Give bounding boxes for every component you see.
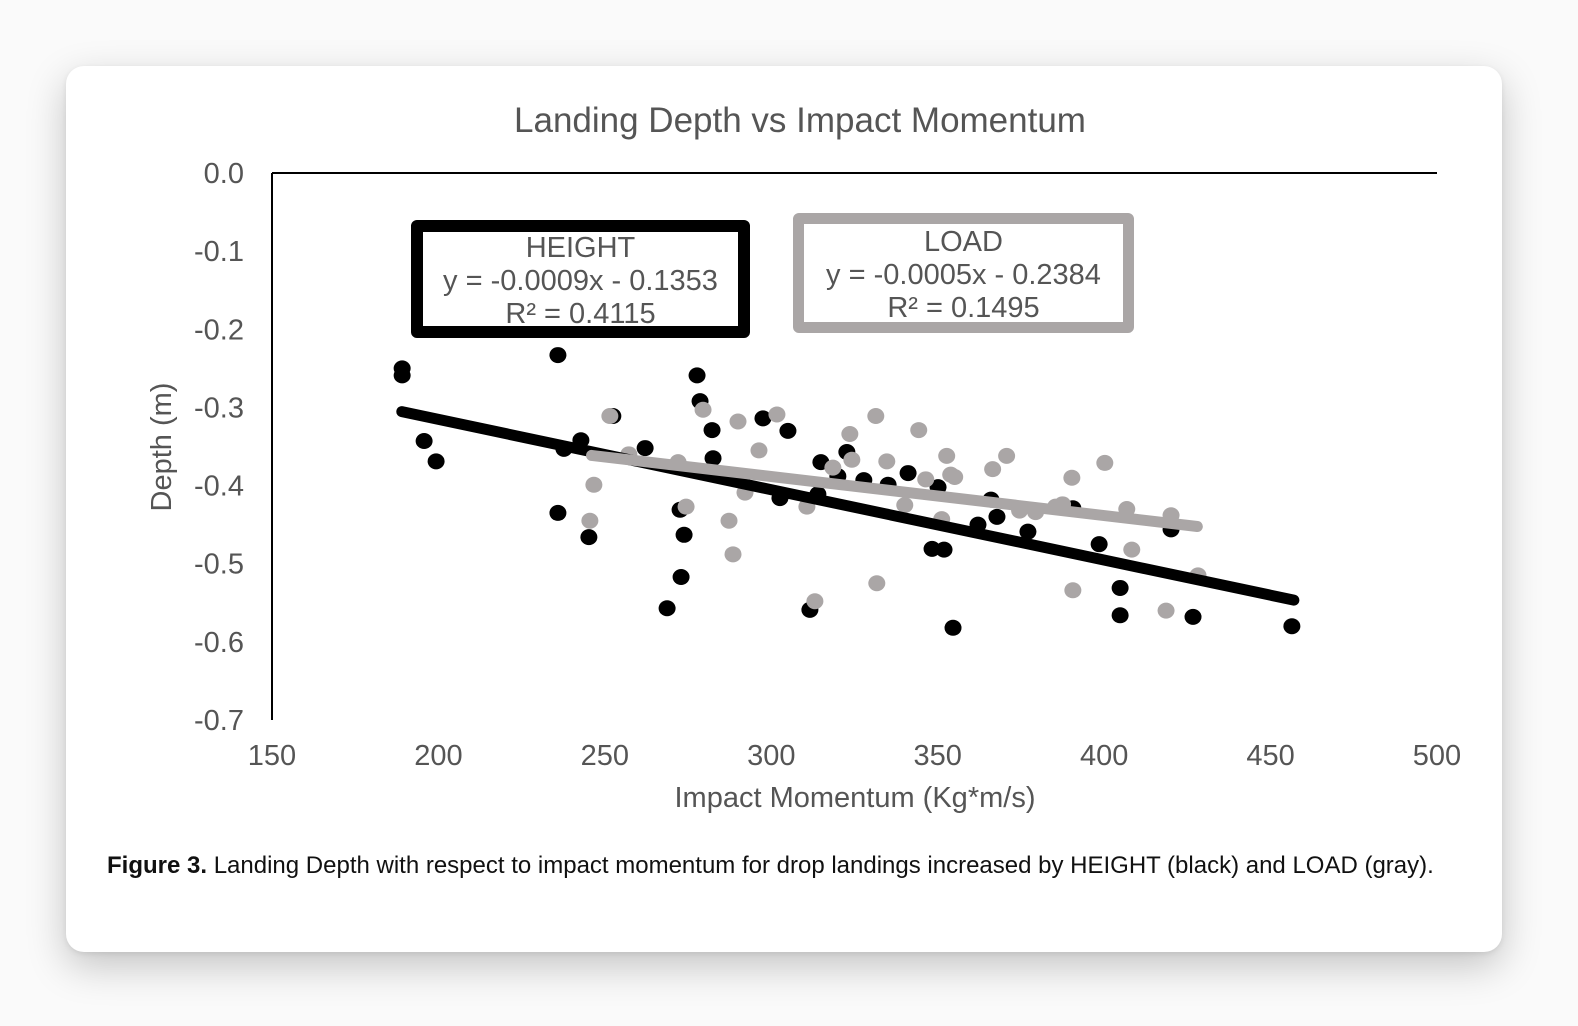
height-data-point	[1111, 579, 1129, 596]
load-trendline	[586, 449, 1203, 533]
height-data-point	[704, 450, 722, 467]
height-data-point	[899, 465, 917, 482]
x-tick-label: 450	[1246, 740, 1294, 772]
load-data-point	[998, 447, 1016, 464]
height-trendline	[396, 406, 1300, 606]
axes	[271, 172, 1437, 720]
height-data-point	[415, 433, 433, 450]
load-data-point	[677, 498, 695, 515]
height-data-point	[1184, 608, 1202, 625]
y-tick-label: -0.2	[194, 314, 244, 346]
height-data-point	[580, 529, 598, 546]
chart-title: Landing Depth vs Impact Momentum	[514, 101, 1086, 140]
load-r2: R² = 0.1495	[887, 292, 1040, 324]
y-tick-labels: 0.0 -0.1 -0.2 -0.3 -0.4 -0.5 -0.6 -0.7	[194, 158, 244, 737]
load-data-point	[841, 425, 859, 442]
load-data-point	[806, 593, 824, 610]
load-data-point	[896, 497, 914, 514]
x-tick-label: 500	[1413, 740, 1461, 772]
y-tick-label: -0.3	[194, 392, 244, 424]
height-data-point	[427, 453, 445, 470]
y-axis-label: Depth (m)	[146, 383, 178, 512]
x-tick-label: 400	[1080, 740, 1128, 772]
load-data-point	[768, 406, 786, 423]
y-tick-label: -0.5	[194, 549, 244, 581]
height-data-point	[675, 526, 693, 543]
load-data-point	[729, 413, 747, 430]
load-data-point	[1063, 469, 1081, 486]
height-data-point	[1283, 618, 1301, 635]
load-data-point	[946, 468, 964, 485]
load-data-point	[867, 408, 885, 425]
series-layer	[393, 347, 1301, 636]
x-tick-labels: 150 200 250 300 350 400 450 500	[248, 740, 1461, 772]
y-tick-label: -0.7	[194, 705, 244, 737]
load-equation-box: LOAD y = -0.0005x - 0.2384 R² = 0.1495	[793, 213, 1134, 333]
height-data-point	[1111, 607, 1129, 624]
x-axis-label: Impact Momentum (Kg*m/s)	[675, 782, 1036, 814]
load-data-point	[917, 471, 935, 488]
height-equation: y = -0.0009x - 0.1353	[443, 265, 718, 297]
height-data-point	[779, 422, 797, 439]
load-data-point	[750, 442, 768, 459]
load-data-point	[984, 461, 1002, 478]
caption-label: Figure 3.	[107, 852, 208, 879]
height-equation-box: HEIGHT y = -0.0009x - 0.1353 R² = 0.4115	[411, 220, 750, 338]
load-data-point	[694, 401, 712, 418]
load-data-point	[720, 512, 738, 529]
caption-text: Landing Depth with respect to impact mom…	[207, 852, 1434, 879]
y-tick-label: -0.6	[194, 627, 244, 659]
x-tick-label: 350	[914, 740, 962, 772]
series-height-points	[393, 347, 1301, 636]
height-data-point	[754, 410, 772, 427]
height-r2: R² = 0.4115	[505, 298, 656, 330]
y-tick-label: -0.4	[194, 471, 244, 503]
x-tick-label: 250	[581, 740, 629, 772]
y-tick-label: 0.0	[204, 158, 244, 190]
load-data-point	[878, 453, 896, 470]
height-data-point	[658, 600, 676, 617]
height-data-point	[549, 504, 567, 521]
figure-card	[66, 66, 1502, 952]
load-data-point	[868, 575, 886, 592]
load-data-point	[843, 451, 861, 468]
load-data-point	[601, 408, 619, 425]
load-data-point	[938, 447, 956, 464]
height-data-point	[1090, 536, 1108, 553]
height-data-point	[988, 508, 1006, 525]
x-tick-label: 300	[747, 740, 795, 772]
height-data-point	[935, 541, 953, 558]
height-data-point	[549, 347, 567, 364]
load-data-point	[1157, 602, 1175, 619]
height-data-point	[636, 440, 654, 457]
figure-caption: Figure 3. Landing Depth with respect to …	[107, 850, 1447, 882]
load-data-point	[824, 459, 842, 476]
load-data-point	[1123, 541, 1141, 558]
height-data-point	[1019, 523, 1037, 540]
height-data-point	[703, 422, 721, 439]
height-data-point	[688, 367, 706, 384]
height-data-point	[393, 367, 411, 384]
load-data-point	[1096, 454, 1114, 471]
load-equation: y = -0.0005x - 0.2384	[826, 259, 1101, 291]
load-data-point	[581, 512, 599, 529]
height-data-point	[672, 568, 690, 585]
load-data-point	[1064, 582, 1082, 599]
x-tick-label: 150	[248, 740, 296, 772]
height-data-point	[944, 619, 962, 636]
y-tick-label: -0.1	[194, 236, 244, 268]
load-data-point	[724, 546, 742, 563]
load-data-point	[910, 422, 928, 439]
load-data-point	[585, 476, 603, 493]
load-label: LOAD	[924, 226, 1003, 258]
height-label: HEIGHT	[525, 232, 636, 264]
x-tick-label: 200	[414, 740, 462, 772]
